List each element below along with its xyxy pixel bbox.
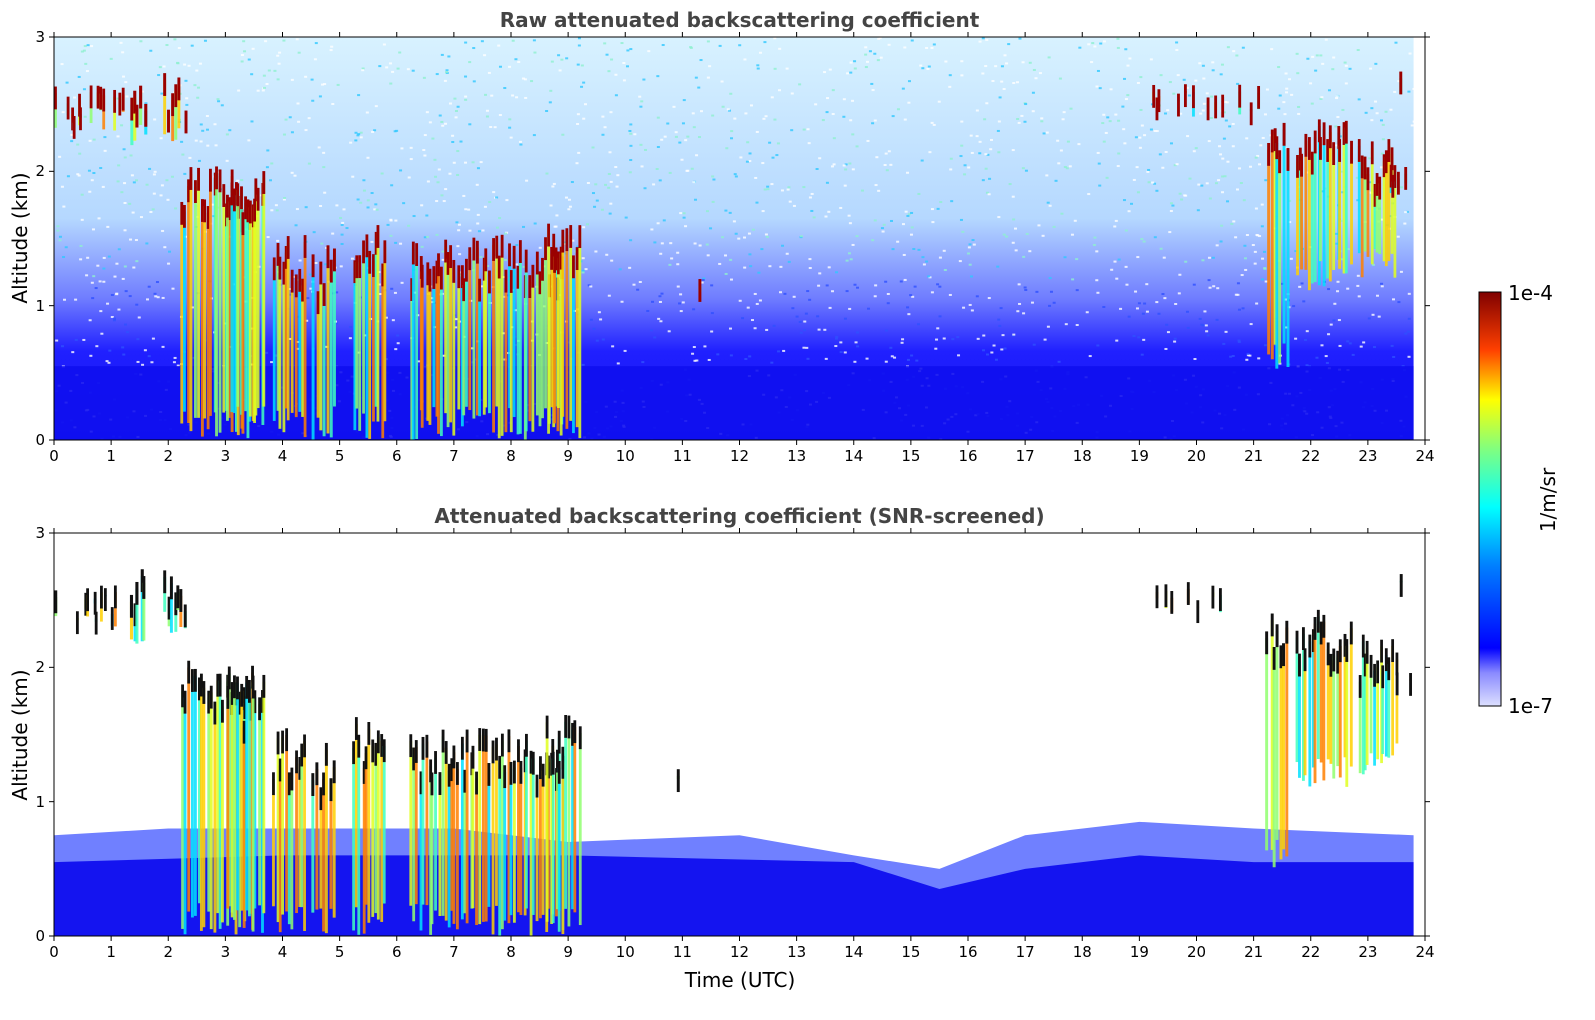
x-tick-label: 17 [1015,447,1035,465]
panel2-title: Attenuated backscattering coefficient (S… [434,504,1045,528]
panel1-field [54,37,1416,440]
y-tick-label: 2 [35,162,45,181]
x-tick-label: 0 [49,943,59,961]
x-tick-label: 18 [1072,943,1092,961]
x-tick-label: 8 [506,943,516,961]
x-tick-label: 22 [1301,943,1321,961]
x-tick-label: 21 [1244,943,1264,961]
colorbar-unit-label: 1/m/sr [1536,467,1560,533]
x-tick-label: 1 [106,447,116,465]
panel2-xlabel: Time (UTC) [684,968,796,992]
x-tick-label: 12 [729,447,750,465]
panel2-heatmap [49,528,1430,941]
x-tick-label: 0 [49,447,59,465]
x-tick-label: 5 [334,943,345,961]
cloud-streaks [54,71,1408,440]
x-tick-label: 10 [615,943,635,961]
x-tick-label: 1 [106,943,116,961]
x-tick-label: 9 [563,943,573,961]
x-tick-label: 22 [1301,447,1321,465]
x-tick-label: 20 [1186,447,1207,465]
x-tick-label: 5 [334,447,345,465]
x-tick-label: 13 [787,447,807,465]
x-tick-label: 15 [901,943,921,961]
x-tick-label: 6 [391,943,402,961]
boundary-layer [54,855,1414,936]
x-tick-label: 20 [1186,943,1207,961]
x-tick-label: 2 [163,943,174,961]
x-tick-label: 9 [563,447,573,465]
x-tick-label: 18 [1072,447,1092,465]
x-tick-label: 12 [729,943,750,961]
colorbar-max-label: 1e-4 [1508,281,1553,305]
x-tick-label: 3 [220,447,231,465]
y-tick-label: 1 [35,296,45,315]
x-tick-label: 7 [449,943,459,961]
x-tick-label: 19 [1129,447,1149,465]
x-tick-label: 24 [1415,943,1435,961]
y-tick-label: 1 [35,792,45,811]
x-tick-label: 16 [958,447,978,465]
x-tick-label: 11 [672,943,692,961]
colorbar [1478,291,1502,707]
y-tick-label: 2 [35,658,45,677]
x-tick-label: 24 [1415,447,1435,465]
panel1-heatmap [49,32,1430,445]
y-tick-label: 3 [35,28,45,46]
x-tick-label: 4 [277,447,288,465]
x-tick-label: 4 [277,943,288,961]
colorbar-min-label: 1e-7 [1508,694,1553,718]
x-tick-label: 21 [1244,447,1264,465]
x-tick-label: 11 [672,447,692,465]
y-tick-label: 3 [35,524,45,542]
panel1-title: Raw attenuated backscattering coefficien… [499,8,980,32]
x-tick-label: 23 [1358,943,1378,961]
x-tick-label: 13 [787,943,807,961]
x-tick-label: 14 [844,943,864,961]
x-tick-label: 15 [901,447,921,465]
cloud-streaks [54,569,1412,936]
x-tick-label: 6 [391,447,402,465]
x-tick-label: 7 [449,447,459,465]
x-tick-label: 14 [844,447,864,465]
x-tick-label: 8 [506,447,516,465]
x-tick-label: 16 [958,943,978,961]
y-tick-label: 0 [35,431,45,449]
x-tick-label: 19 [1129,943,1149,961]
x-tick-label: 17 [1015,943,1035,961]
x-tick-label: 10 [615,447,635,465]
x-tick-label: 2 [163,447,174,465]
x-tick-label: 23 [1358,447,1378,465]
x-tick-label: 3 [220,943,231,961]
panel2-field [54,569,1414,936]
y-tick-label: 0 [35,927,45,945]
